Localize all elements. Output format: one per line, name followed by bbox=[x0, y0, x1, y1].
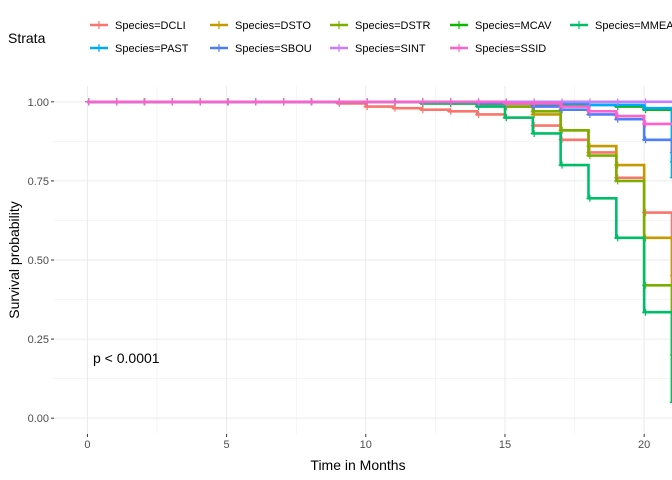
censor-mark bbox=[224, 98, 232, 106]
censor-mark bbox=[363, 98, 371, 106]
censor-mark bbox=[391, 98, 399, 106]
x-tick-label: 5 bbox=[224, 439, 230, 451]
censor-mark bbox=[502, 114, 510, 122]
y-tick-label: 1.00 bbox=[28, 97, 49, 109]
legend-label: Species=PAST bbox=[115, 43, 189, 55]
censor-mark bbox=[335, 98, 343, 106]
censor-mark bbox=[669, 123, 672, 125]
legend-label: Species=MCAV bbox=[475, 20, 552, 32]
series-ssid bbox=[85, 98, 672, 128]
censor-mark bbox=[113, 98, 121, 106]
censor-mark bbox=[558, 103, 566, 111]
legend-item-sint: Species=SINT bbox=[330, 43, 426, 55]
legend-item-dsto: Species=DSTO bbox=[210, 20, 311, 32]
legend-label: Species=SSID bbox=[475, 43, 546, 55]
censor-mark bbox=[558, 126, 566, 134]
legend-label: Species=SBOU bbox=[235, 43, 312, 55]
censor-mark bbox=[280, 98, 288, 106]
legend-item-dcli: Species=DCLI bbox=[90, 20, 186, 32]
censor-mark bbox=[586, 98, 594, 106]
censor-mark bbox=[614, 177, 622, 185]
censor-mark bbox=[669, 151, 672, 154]
censor-mark bbox=[168, 98, 176, 106]
p-value-annotation: p < 0.0001 bbox=[93, 350, 160, 366]
censor-mark bbox=[669, 401, 672, 403]
censor-mark bbox=[85, 98, 93, 106]
series-layer bbox=[85, 98, 672, 403]
legend-label: Species=DCLI bbox=[115, 20, 186, 32]
legend-label: Species=MMEA bbox=[595, 20, 672, 32]
censor-mark bbox=[419, 106, 427, 114]
censor-mark bbox=[614, 234, 622, 242]
x-tick-label: 10 bbox=[360, 439, 372, 451]
y-axis-title: Survival probability bbox=[6, 201, 22, 319]
censor-mark bbox=[669, 101, 672, 103]
legend-item-ssid: Species=SSID bbox=[450, 43, 546, 55]
censor-mark bbox=[530, 99, 538, 107]
censor-mark bbox=[252, 98, 260, 106]
legend-item-mmea: Species=MMEA bbox=[570, 20, 672, 32]
censor-mark bbox=[475, 110, 483, 118]
censor-mark bbox=[586, 107, 594, 115]
censor-mark bbox=[447, 107, 455, 115]
censor-mark bbox=[642, 98, 650, 106]
x-tick-label: 15 bbox=[499, 439, 511, 451]
censor-mark bbox=[642, 104, 650, 112]
censor-mark bbox=[614, 98, 622, 106]
legend-label: Species=DSTR bbox=[355, 20, 431, 32]
censor-mark bbox=[642, 308, 650, 316]
censor-mark bbox=[391, 104, 399, 112]
x-tick-label: 20 bbox=[638, 439, 650, 451]
legend: Strata Species=DCLI Species=DSTO Species=D… bbox=[8, 20, 672, 55]
axes: 0 5 10 15 20 0.00 0.25 0.50 0.75 1.00 bbox=[28, 97, 651, 451]
censor-mark bbox=[642, 120, 650, 128]
censor-mark bbox=[586, 194, 594, 202]
y-tick-label: 0.75 bbox=[28, 176, 49, 188]
legend-item-mcav: Species=MCAV bbox=[450, 20, 552, 32]
censor-mark bbox=[196, 98, 204, 106]
legend-item-dstr: Species=DSTR bbox=[330, 20, 431, 32]
legend-item-past: Species=PAST bbox=[90, 43, 189, 55]
legend-title: Strata bbox=[8, 30, 46, 46]
y-tick-label: 0.00 bbox=[28, 413, 49, 425]
legend-label: Species=SINT bbox=[355, 43, 426, 55]
censor-mark bbox=[419, 98, 427, 106]
y-tick-label: 0.50 bbox=[28, 255, 49, 267]
censor-mark bbox=[140, 98, 148, 106]
censor-mark bbox=[502, 99, 510, 107]
censor-mark bbox=[558, 161, 566, 169]
legend-item-sbou: Species=SBOU bbox=[210, 43, 312, 55]
y-tick-label: 0.25 bbox=[28, 334, 49, 346]
censor-mark bbox=[642, 136, 650, 144]
x-axis-title: Time in Months bbox=[310, 457, 405, 473]
censor-mark bbox=[669, 177, 672, 179]
censor-mark bbox=[308, 98, 315, 106]
censor-mark bbox=[447, 98, 455, 106]
censor-mark bbox=[530, 129, 538, 137]
legend-label: Species=DSTO bbox=[235, 20, 311, 32]
censor-mark bbox=[586, 152, 594, 160]
censor-mark bbox=[475, 98, 483, 106]
x-tick-label: 0 bbox=[84, 439, 90, 451]
censor-mark bbox=[614, 112, 622, 120]
